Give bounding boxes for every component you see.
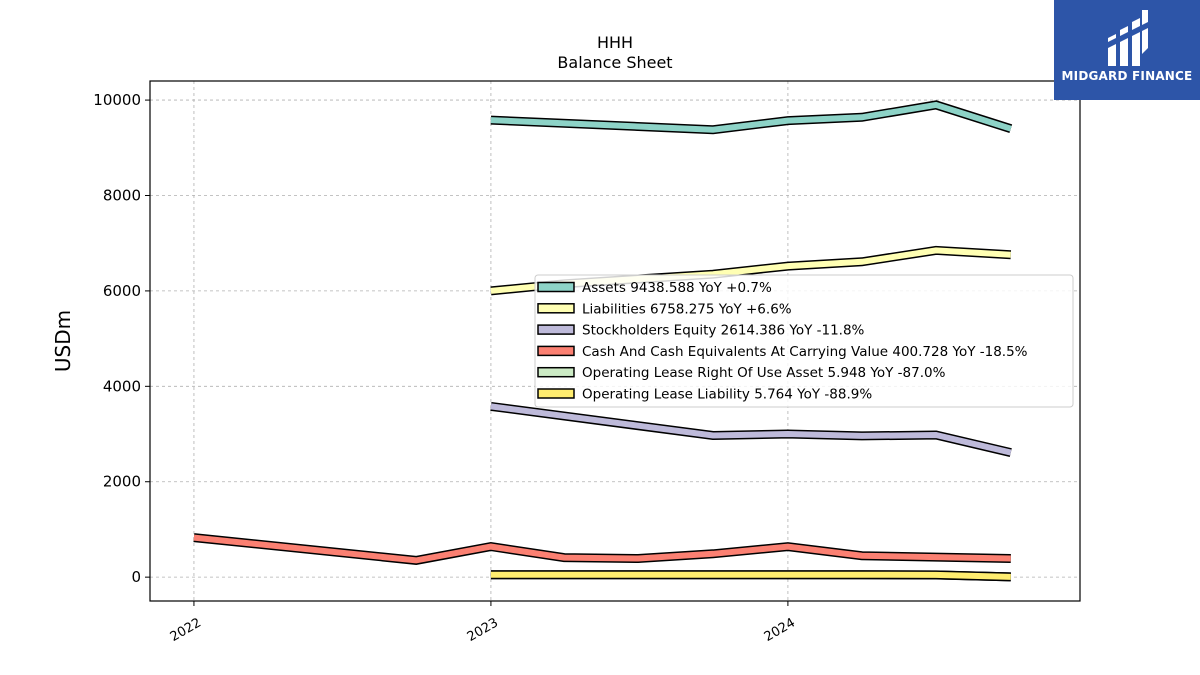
legend-label: Cash And Cash Equivalents At Carrying Va… — [582, 344, 1028, 360]
chart-subtitle: Balance Sheet — [557, 53, 672, 72]
y-tick-label: 4000 — [103, 377, 141, 395]
x-tick-label: 2024 — [762, 615, 798, 645]
midgard-finance-logo: MIDGARD FINANCE — [1054, 0, 1200, 100]
y-tick-label: 8000 — [103, 186, 141, 204]
x-tick-label: 2023 — [465, 615, 501, 645]
y-tick-label: 0 — [131, 568, 141, 586]
legend-box — [534, 274, 1074, 408]
legend-swatch — [537, 366, 575, 378]
series-cash-and-cash-equivalents-at-carrying-value — [193, 533, 1011, 565]
plot-frame — [149, 80, 1081, 602]
legend-label: Assets 9438.588 YoY +0.7% — [582, 280, 772, 296]
series-outline — [490, 401, 1012, 457]
series-line — [490, 403, 1012, 456]
y-tick-label: 6000 — [103, 282, 141, 300]
logo-text: MIDGARD FINANCE — [1061, 69, 1193, 83]
series-operating-lease-liability — [490, 570, 1011, 582]
legend-label: Liabilities 6758.275 YoY +6.6% — [582, 301, 792, 317]
legend-swatch — [537, 324, 575, 335]
series-line — [193, 534, 1011, 564]
legend-swatch — [537, 345, 575, 357]
legend-label: Stockholders Equity 2614.386 YoY -11.8% — [582, 323, 865, 339]
series-assets — [490, 100, 1013, 135]
legend-swatch — [537, 303, 575, 314]
y-tick-label: 2000 — [103, 473, 141, 491]
y-tick-label: 10000 — [93, 91, 141, 109]
chart-title: HHH — [597, 33, 633, 52]
x-tick-label: 2022 — [168, 615, 204, 645]
series-line — [490, 571, 1011, 580]
legend-label: Operating Lease Right Of Use Asset 5.948… — [582, 365, 946, 381]
y-axis-label: USDm — [51, 310, 75, 372]
series-stockholders-equity — [490, 401, 1012, 457]
legend-swatch — [537, 281, 575, 293]
legend: Assets 9438.588 YoY +0.7% Liabilities 675… — [534, 274, 1074, 408]
logo-mark-icon — [1108, 10, 1148, 66]
legend-swatch — [537, 388, 575, 399]
series-line — [490, 101, 1012, 133]
legend-label: Operating Lease Liability 5.764 YoY -88.… — [582, 387, 872, 403]
